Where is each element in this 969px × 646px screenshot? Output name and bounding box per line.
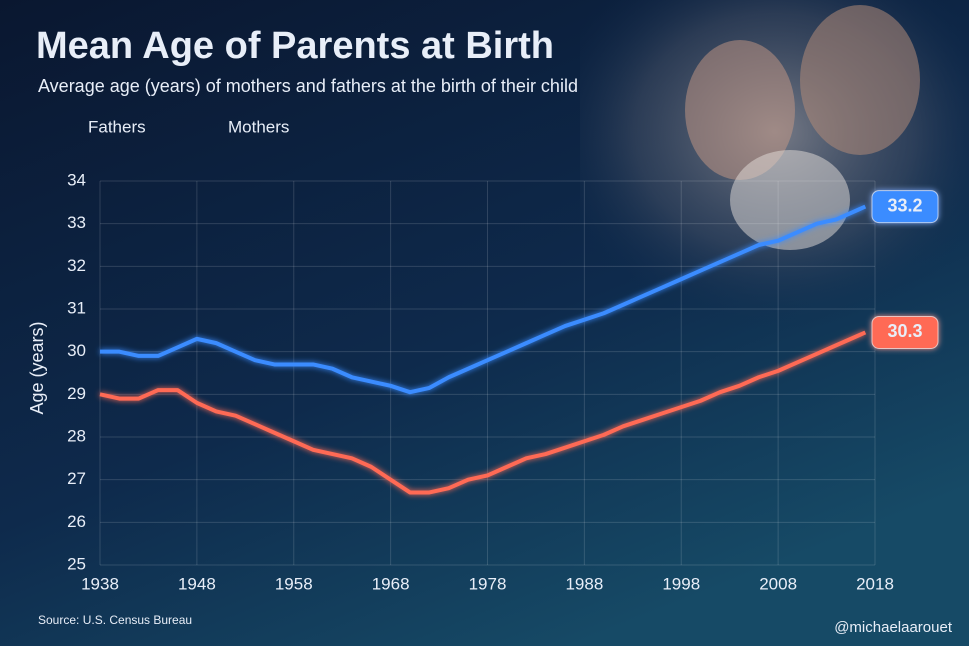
legend-label: Mothers [228, 117, 289, 136]
x-tick-label: 1988 [565, 574, 603, 593]
photo [580, 0, 969, 330]
x-tick-label: 1948 [178, 574, 216, 593]
x-tick-label: 1998 [662, 574, 700, 593]
y-tick-label: 32 [67, 256, 86, 275]
y-tick-label: 26 [67, 512, 86, 531]
x-tick-label: 1968 [372, 574, 410, 593]
x-tick-label: 2018 [856, 574, 894, 593]
y-tick-label: 25 [67, 554, 86, 573]
y-tick-label: 29 [67, 384, 86, 403]
chart-title: Mean Age of Parents at Birth [36, 25, 554, 67]
y-axis-title: Age (years) [27, 321, 47, 414]
y-tick-label: 30 [67, 341, 86, 360]
credit: @michaelaarouet [834, 619, 953, 636]
x-tick-label: 2008 [759, 574, 797, 593]
y-tick-label: 34 [67, 170, 86, 189]
source: Source: U.S. Census Bureau [38, 613, 192, 627]
y-tick-label: 31 [67, 298, 86, 317]
chart-subtitle: Average age (years) of mothers and fathe… [38, 76, 578, 96]
end-label-text: 30.3 [887, 321, 922, 341]
y-tick-label: 28 [67, 426, 86, 445]
line [100, 204, 867, 395]
x-tick-label: 1958 [275, 574, 313, 593]
y-tick-label: 33 [67, 213, 86, 232]
y-tick-label: 27 [67, 469, 86, 488]
end-label: 33.2 [871, 190, 939, 224]
end-label-box [871, 190, 939, 224]
end-label-text: 33.2 [887, 195, 922, 215]
end-label: 30.3 [871, 315, 939, 349]
legend-label: Fathers [88, 117, 146, 136]
x-tick-label: 1938 [81, 574, 119, 593]
end-label-box [871, 315, 939, 349]
line [99, 330, 867, 495]
x-tick-label: 1978 [469, 574, 507, 593]
